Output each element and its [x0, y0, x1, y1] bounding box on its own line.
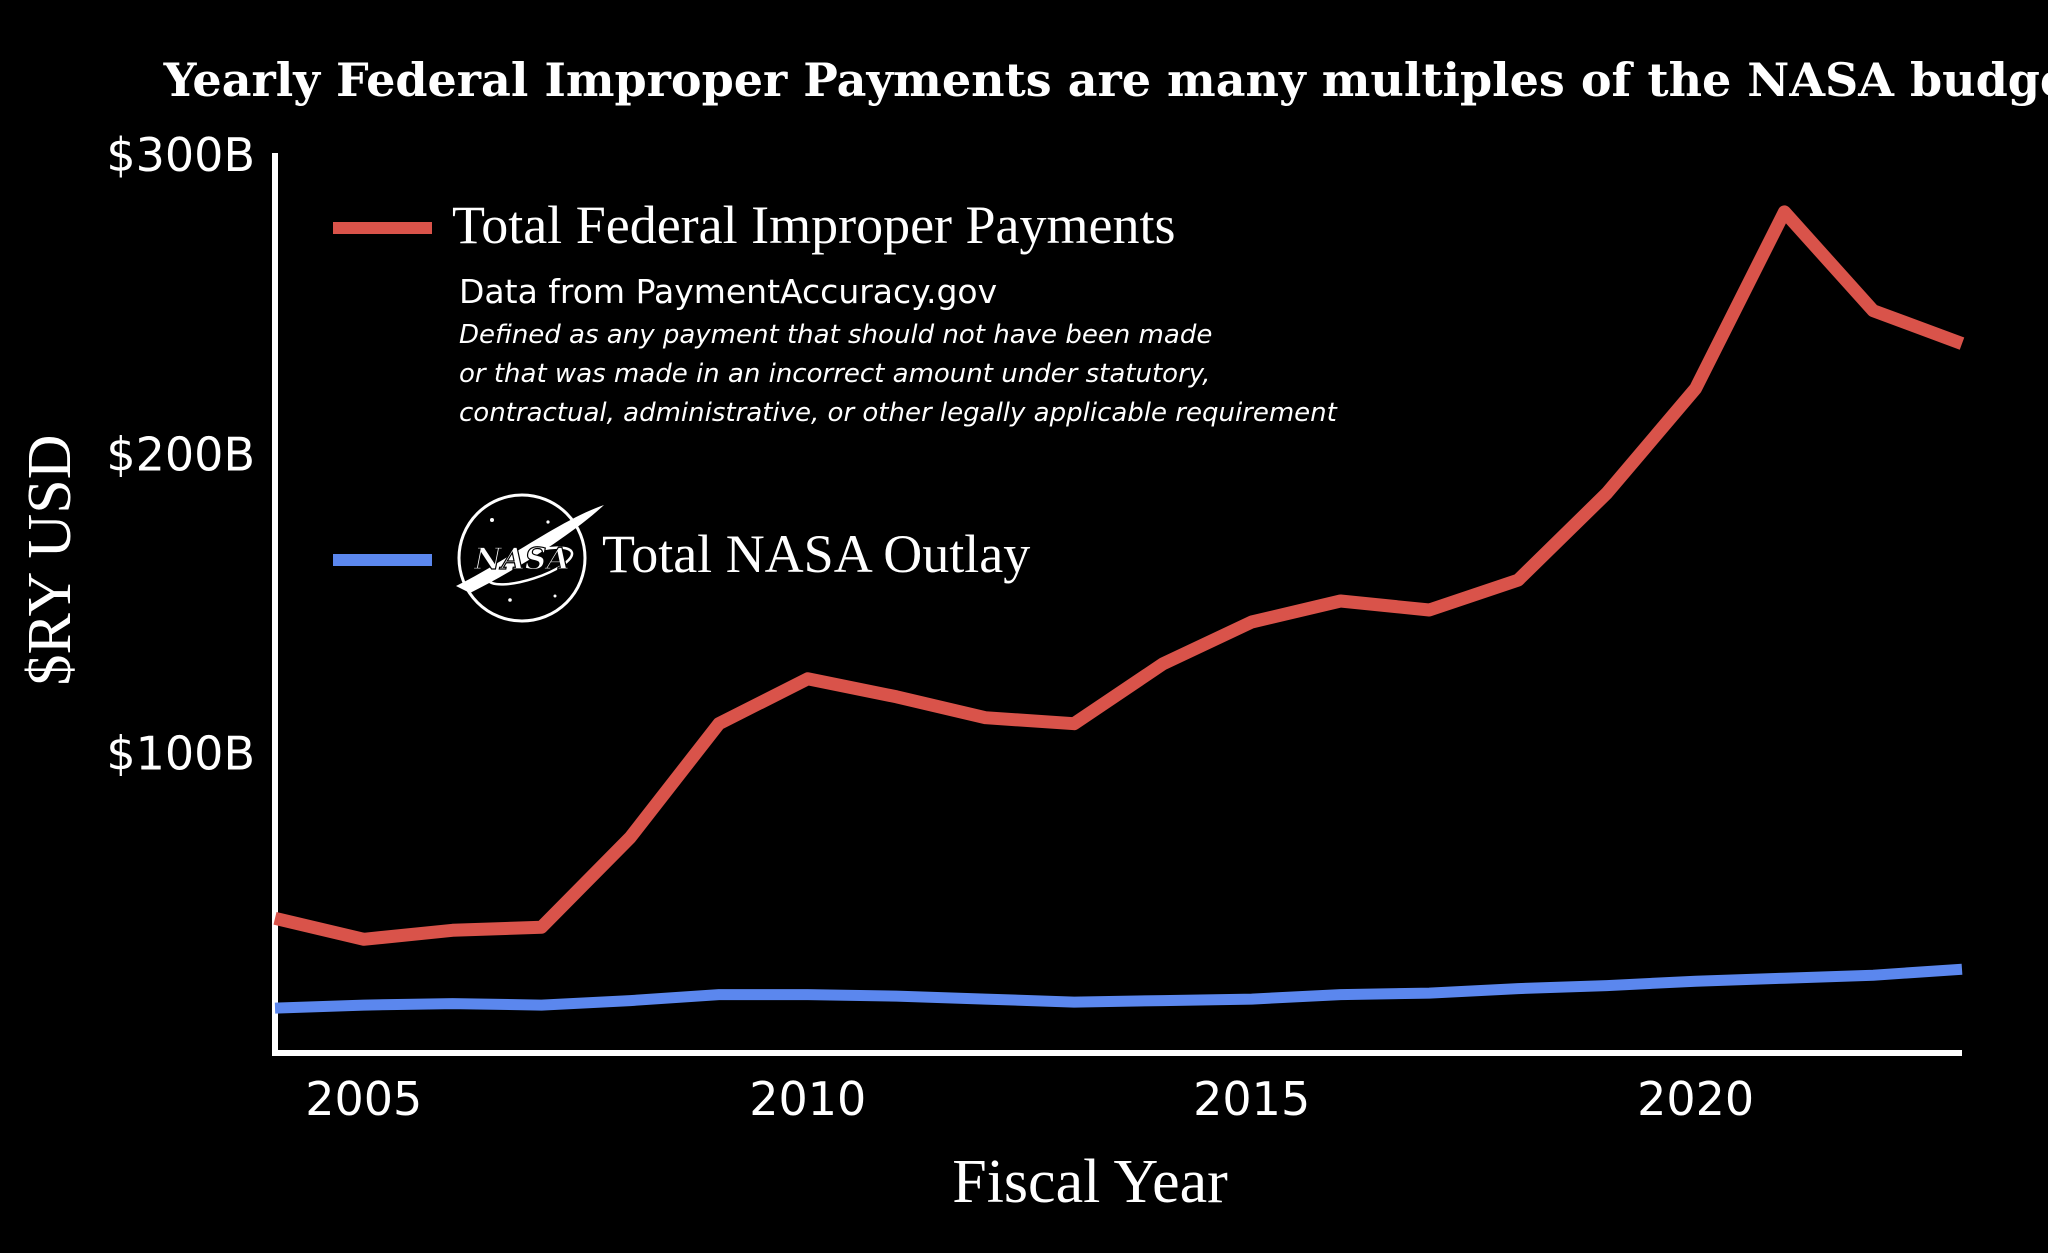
legend-definition-line-2: or that was made in an incorrect amount … — [459, 359, 1210, 389]
x-axis-label: Fiscal Year — [952, 1148, 1228, 1216]
y-tick-labels: $100B $200B $300B — [106, 128, 255, 781]
nasa-logo-star — [553, 594, 557, 598]
nasa-logo-icon: NASA — [456, 493, 604, 623]
legend-definition-line-1: Defined as any payment that should not h… — [459, 320, 1212, 350]
x-tick-label: 2005 — [305, 1072, 422, 1126]
nasa-logo-star — [508, 598, 512, 602]
y-tick-label: $100B — [106, 727, 255, 781]
legend-definition-line-3: contractual, administrative, or other le… — [459, 398, 1338, 428]
legend-label-nasa: Total NASA Outlay — [602, 524, 1030, 584]
y-tick-label: $200B — [106, 427, 255, 481]
nasa-logo-star — [490, 518, 494, 522]
x-tick-label: 2020 — [1637, 1072, 1754, 1126]
legend-source-note: Data from PaymentAccuracy.gov — [459, 272, 997, 311]
x-tick-label: 2010 — [749, 1072, 866, 1126]
nasa-logo-vector — [456, 505, 604, 593]
x-tick-labels: 2005 2010 2015 2020 — [305, 1072, 1754, 1126]
y-tick-label: $300B — [106, 128, 255, 182]
series-line-nasa — [274, 963, 1963, 1014]
chart-title: Yearly Federal Improper Payments are man… — [163, 53, 2048, 107]
series-lines — [273, 205, 1965, 1014]
nasa-logo-star — [546, 520, 550, 524]
x-tick-label: 2015 — [1193, 1072, 1310, 1126]
y-axis-title: $RY USD — [16, 435, 84, 686]
legend: Total Federal Improper Payments Data fro… — [333, 195, 1338, 623]
y-axis-label: $RY USD — [16, 435, 84, 686]
series-line-improper — [273, 205, 1965, 946]
nasa-logo-text: NASA — [473, 542, 570, 577]
legend-label-improper: Total Federal Improper Payments — [452, 195, 1176, 255]
